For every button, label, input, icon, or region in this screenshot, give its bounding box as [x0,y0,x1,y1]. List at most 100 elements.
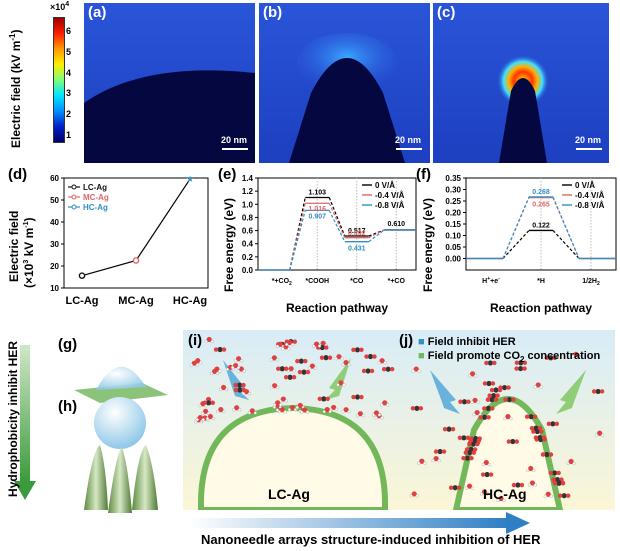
water-molecule [309,363,315,369]
water-molecule [382,400,388,406]
co2-oxygen [532,414,538,419]
energy-step-part: +e [490,278,498,285]
co2-molecule [517,365,524,372]
co2-molecule [485,405,491,411]
panel-d-legend-marker [71,194,77,200]
hc-ag-scheme [400,330,615,510]
water-hydrogen [247,392,252,396]
water-molecule [472,397,478,403]
water-hydrogen [470,400,474,404]
co2-oxygen [533,435,539,440]
co2-molecule [467,450,473,456]
co2-oxygen [461,455,466,461]
water-hydrogen [279,403,283,407]
water-hydrogen [374,416,378,420]
water-molecule [357,411,363,417]
water-molecule [206,336,212,343]
co2-molecule [385,366,391,372]
energy-xlabel: Reaction pathway [490,301,592,315]
energy-ytick-label: 0.20 [445,209,461,218]
co2-oxygen [511,397,516,402]
water-hydrogen [242,369,246,373]
water-hydrogen [340,357,344,361]
co2-oxygen [475,441,480,447]
water-hydrogen [287,347,291,351]
co2-molecule [486,380,492,387]
energy-value-label: 0.431 [348,246,366,253]
co2-oxygen [540,452,546,457]
co2-oxygen [591,389,597,394]
water-hydrogen [232,408,236,412]
co2-molecule [595,388,601,395]
colorbar-tick: 2 [66,109,72,120]
panel-e-chart: 0.0 0.2 0.4 0.6 0.8 1.0 1.2 1.4 0 V/Å-0.4 V/Å-0.… [242,174,417,315]
water-molecule [211,368,218,375]
water-hydrogen [234,359,238,363]
water-hydrogen [334,357,338,361]
co2-oxygen [291,375,297,380]
colorbar-multiplier: ×104 [50,1,70,12]
co2-molecule [518,360,524,366]
water-molecule [249,408,255,414]
co2-oxygen [465,435,471,441]
water-hydrogen [283,410,287,414]
needle-array-droplet [84,397,158,513]
co2-molecule [561,493,567,499]
co2-oxygen [284,366,289,371]
panel-d-point: ★ [186,174,194,184]
panel-d-legend-label: HC-Ag [83,203,108,212]
co2-molecule [491,393,497,399]
co2-molecule [354,347,361,353]
panel-label-g: (g) [58,336,78,353]
co2-oxygen [221,347,227,352]
water-hydrogen [199,361,203,365]
field-map-c-shape [497,55,549,163]
water-hydrogen [247,411,251,415]
co2-oxygen [522,360,528,365]
panel-d-ytick-label: 50 [50,196,59,205]
water-hydrogen [347,363,351,367]
water-molecule [597,430,603,436]
water-hydrogen [285,342,289,347]
water-hydrogen [601,433,605,437]
flat-surface-droplet [74,366,168,403]
energy-ytick-label: 0.6 [242,227,254,236]
co2-oxygen [456,485,462,490]
water-hydrogen [347,410,351,414]
panel-e-ylabel: Free energy (eV) [222,197,236,292]
energy-frame [257,177,417,271]
co2-oxygen [490,406,495,411]
energy-connector [368,229,385,237]
co2-oxygen [351,347,356,353]
co2-molecule [533,425,539,431]
water-hydrogen [571,354,575,358]
co2-molecule [464,455,471,461]
panel-d-ytick-label: 20 [50,262,59,271]
panel-f-ylabel: Free energy (eV) [421,197,435,292]
co2-oxygen [514,366,519,371]
water-molecule [336,354,342,360]
water-molecule [529,480,536,486]
co2-oxygen [359,347,364,353]
energy-step-sub: 2 [289,281,292,287]
water-hydrogen [549,494,553,498]
water-molecule [466,483,473,489]
co2-oxygen [531,429,536,434]
energy-ytick-label: 0.2 [242,253,254,262]
energy-step-label: H++e- [482,276,500,285]
water-hydrogen [377,413,382,417]
co2-oxygen [486,415,491,420]
water-hydrogen [215,371,220,376]
water-molecule [218,407,224,413]
co2-molecule [506,396,513,403]
water-hydrogen [437,458,441,463]
water-hydrogen [311,344,316,348]
panel-d-point [132,257,140,264]
co2-molecule [487,360,493,366]
colorbar-tick: 3 [66,88,72,99]
energy-connector [328,210,346,242]
energy-legend-label: -0.4 V/Å [575,191,605,200]
water-hydrogen [526,468,530,473]
water-hydrogen [355,414,359,418]
energy-step-part: H [482,278,487,285]
